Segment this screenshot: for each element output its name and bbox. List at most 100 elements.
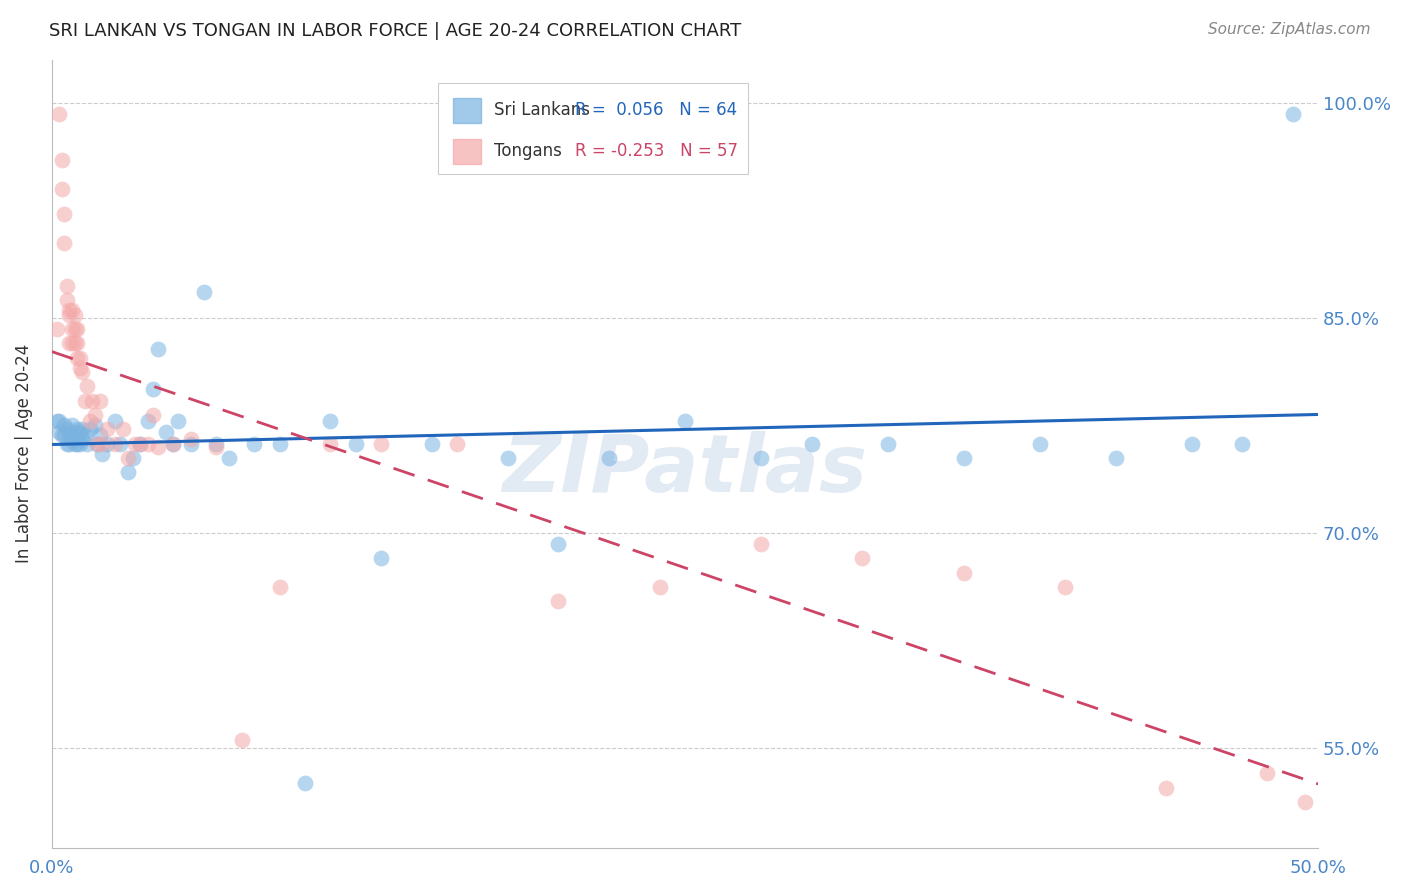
Point bbox=[58, 425, 80, 440]
Point bbox=[104, 414, 127, 428]
Point bbox=[1028, 436, 1050, 450]
Point bbox=[673, 414, 696, 428]
Point bbox=[63, 425, 86, 440]
Point bbox=[1295, 795, 1317, 809]
Point bbox=[86, 436, 108, 450]
Point bbox=[91, 447, 114, 461]
Point bbox=[1154, 780, 1177, 795]
Point bbox=[63, 322, 86, 336]
Point bbox=[53, 428, 76, 442]
Point bbox=[162, 436, 184, 450]
Point bbox=[56, 293, 79, 308]
Point bbox=[146, 342, 169, 356]
Point bbox=[117, 466, 139, 480]
Point bbox=[319, 414, 342, 428]
Point bbox=[60, 303, 83, 318]
Point bbox=[142, 382, 165, 396]
Point bbox=[496, 451, 519, 466]
Point bbox=[146, 440, 169, 454]
Point bbox=[749, 451, 772, 466]
Point bbox=[66, 322, 89, 336]
Y-axis label: In Labor Force | Age 20-24: In Labor Force | Age 20-24 bbox=[15, 344, 32, 564]
Point bbox=[69, 360, 91, 375]
Point bbox=[53, 418, 76, 433]
Point bbox=[66, 422, 89, 436]
Point bbox=[155, 425, 177, 440]
Point bbox=[66, 433, 89, 447]
Point bbox=[69, 436, 91, 450]
Point bbox=[108, 436, 131, 450]
Point bbox=[48, 107, 70, 121]
Point bbox=[70, 433, 93, 447]
Point bbox=[1104, 451, 1126, 466]
Point bbox=[91, 436, 114, 450]
Text: R =  0.056   N = 64: R = 0.056 N = 64 bbox=[575, 102, 737, 120]
Point bbox=[56, 436, 79, 450]
Point bbox=[69, 425, 91, 440]
Point bbox=[218, 451, 240, 466]
Point bbox=[547, 537, 569, 551]
Text: R = -0.253   N = 57: R = -0.253 N = 57 bbox=[575, 142, 738, 161]
Point bbox=[136, 414, 159, 428]
Point bbox=[86, 436, 108, 450]
Point bbox=[749, 537, 772, 551]
Point bbox=[1230, 436, 1253, 450]
Point bbox=[58, 336, 80, 351]
Point bbox=[104, 436, 127, 450]
Point bbox=[1281, 107, 1303, 121]
Point bbox=[243, 436, 266, 450]
Point bbox=[851, 551, 873, 566]
Point bbox=[96, 436, 118, 450]
Point bbox=[63, 436, 86, 450]
Point bbox=[51, 181, 73, 195]
Text: SRI LANKAN VS TONGAN IN LABOR FORCE | AGE 20-24 CORRELATION CHART: SRI LANKAN VS TONGAN IN LABOR FORCE | AG… bbox=[49, 22, 741, 40]
Point bbox=[53, 235, 76, 250]
Point bbox=[58, 308, 80, 322]
Point bbox=[205, 440, 228, 454]
Point bbox=[136, 436, 159, 450]
Point bbox=[53, 207, 76, 221]
Point bbox=[294, 776, 316, 790]
Point bbox=[76, 379, 98, 393]
Point bbox=[1053, 580, 1076, 594]
Point bbox=[800, 436, 823, 450]
Point bbox=[162, 436, 184, 450]
Point bbox=[60, 336, 83, 351]
Point bbox=[124, 436, 146, 450]
FancyBboxPatch shape bbox=[453, 138, 481, 164]
Point bbox=[45, 322, 67, 336]
Point bbox=[58, 303, 80, 318]
Point bbox=[598, 451, 620, 466]
Point bbox=[56, 279, 79, 293]
Point bbox=[60, 418, 83, 433]
Point bbox=[70, 365, 93, 379]
Point bbox=[58, 436, 80, 450]
Point bbox=[76, 436, 98, 450]
Point bbox=[82, 393, 104, 408]
Point bbox=[79, 422, 101, 436]
Point bbox=[142, 408, 165, 422]
Point bbox=[952, 566, 974, 580]
Point bbox=[121, 451, 143, 466]
Point bbox=[180, 436, 202, 450]
Point bbox=[79, 414, 101, 428]
Point bbox=[129, 436, 152, 450]
Point bbox=[73, 393, 96, 408]
Point bbox=[83, 408, 105, 422]
Point bbox=[56, 422, 79, 436]
Point bbox=[446, 436, 468, 450]
Text: Tongans: Tongans bbox=[494, 142, 561, 161]
Point bbox=[117, 451, 139, 466]
Point bbox=[69, 351, 91, 365]
FancyBboxPatch shape bbox=[453, 98, 481, 123]
Text: ZIPatlas: ZIPatlas bbox=[502, 431, 868, 508]
Point bbox=[952, 451, 974, 466]
Point bbox=[83, 418, 105, 433]
Point bbox=[205, 436, 228, 450]
Point bbox=[63, 308, 86, 322]
Point bbox=[66, 336, 89, 351]
Point bbox=[876, 436, 898, 450]
Text: Source: ZipAtlas.com: Source: ZipAtlas.com bbox=[1208, 22, 1371, 37]
Text: Sri Lankans: Sri Lankans bbox=[494, 102, 589, 120]
Point bbox=[60, 433, 83, 447]
